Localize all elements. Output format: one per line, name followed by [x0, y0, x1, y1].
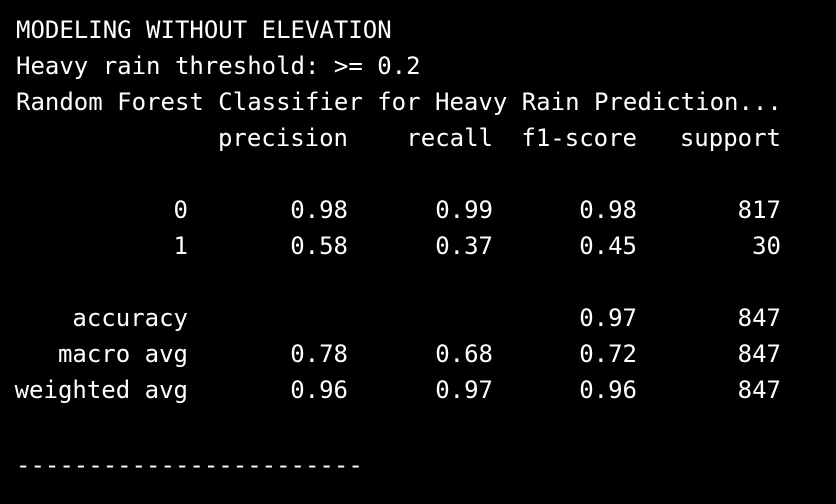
report-header-row: precision recall f1-score support	[0, 120, 836, 156]
row-recall: 0.37	[435, 232, 493, 260]
row-recall: 0.97	[435, 376, 493, 404]
row-label: 1	[173, 232, 188, 260]
header-support: support	[679, 124, 781, 152]
row-f1-score: 0.97	[579, 304, 637, 332]
row-label: accuracy	[72, 304, 188, 332]
row-label: 0	[173, 196, 188, 224]
row-support: 847	[737, 340, 781, 368]
row-recall: 0.68	[435, 340, 493, 368]
report-row-class-1: 1 0.58 0.37 0.45 30	[0, 228, 836, 264]
section-heading: MODELING WITHOUT ELEVATION	[16, 16, 392, 44]
row-label: weighted avg	[14, 376, 188, 404]
row-precision: 0.98	[290, 196, 348, 224]
row-support: 847	[737, 376, 781, 404]
row-f1-score: 0.45	[579, 232, 637, 260]
row-support: 847	[737, 304, 781, 332]
report-row-accuracy: accuracy 0.97 847	[0, 300, 836, 336]
header-precision: precision	[217, 124, 348, 152]
row-precision: 0.96	[290, 376, 348, 404]
threshold-line: Heavy rain threshold: >= 0.2	[16, 52, 421, 80]
row-precision: 0.78	[290, 340, 348, 368]
header-f1-score: f1-score	[521, 124, 637, 152]
row-label: macro avg	[57, 340, 188, 368]
row-f1-score: 0.72	[579, 340, 637, 368]
row-support: 30	[752, 232, 781, 260]
header-recall: recall	[406, 124, 493, 152]
row-f1-score: 0.98	[579, 196, 637, 224]
row-f1-score: 0.96	[579, 376, 637, 404]
row-precision: 0.58	[290, 232, 348, 260]
report-row-class-0: 0 0.98 0.99 0.98 817	[0, 192, 836, 228]
separator-line: ------------------------	[16, 451, 363, 479]
model-status-line: Random Forest Classifier for Heavy Rain …	[16, 88, 782, 116]
row-support: 817	[737, 196, 781, 224]
report-row-macro-avg: macro avg 0.78 0.68 0.72 847	[0, 336, 836, 372]
row-recall: 0.99	[435, 196, 493, 224]
report-row-weighted-avg: weighted avg 0.96 0.97 0.96 847	[0, 372, 836, 408]
